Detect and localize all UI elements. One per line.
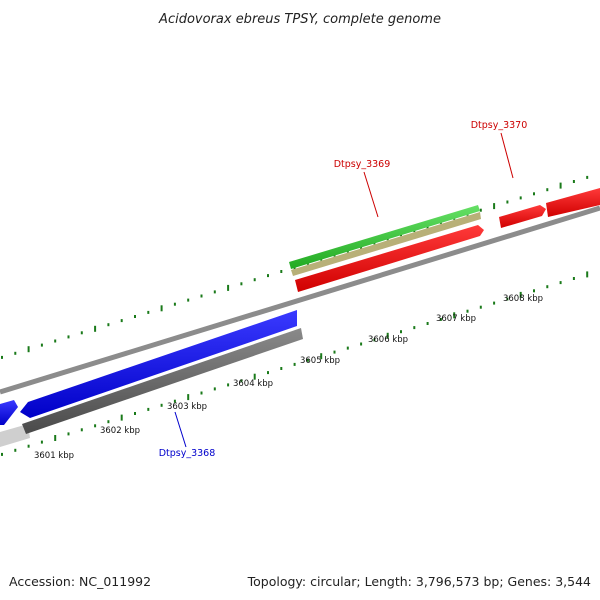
leader-dtpsy-3370 bbox=[500, 132, 514, 179]
leader-dtpsy-3368 bbox=[174, 411, 187, 448]
cds-feature-red-right bbox=[546, 188, 600, 217]
ruler-label-3604: 3604 kbp bbox=[233, 379, 273, 389]
ruler-label-3606: 3606 kbp bbox=[368, 335, 408, 345]
map-title: Acidovorax ebreus TPSY, complete genome bbox=[158, 12, 441, 27]
cds-feature-blue-dtpsy-3368 bbox=[20, 310, 297, 418]
ruler-label-3602: 3602 kbp bbox=[100, 426, 140, 436]
leader-dtpsy-3369 bbox=[363, 171, 379, 218]
gene-label-dtpsy-3369: Dtpsy_3369 bbox=[334, 159, 391, 170]
gene-label-dtpsy-3368: Dtpsy_3368 bbox=[159, 448, 216, 459]
ruler-label-3608: 3608 kbp bbox=[503, 294, 543, 304]
cds-feature-red-dtpsy-3369 bbox=[295, 225, 484, 292]
ruler-label-3607: 3607 kbp bbox=[436, 314, 476, 324]
gene-label-dtpsy-3370: Dtpsy_3370 bbox=[471, 120, 528, 131]
genome-backbone bbox=[0, 205, 600, 395]
cds-feature-red-dtpsy-3370 bbox=[499, 205, 546, 228]
cds-feature-blue-left bbox=[0, 400, 18, 425]
genome-summary-text: Topology: circular; Length: 3,796,573 bp… bbox=[247, 574, 591, 589]
feature-gray-dark bbox=[22, 328, 303, 434]
accession-text: Accession: NC_011992 bbox=[9, 574, 151, 589]
ruler-label-3601: 3601 kbp bbox=[34, 451, 74, 461]
cds-feature-green bbox=[289, 205, 480, 269]
ruler-label-3603: 3603 kbp bbox=[167, 402, 207, 412]
feature-tan bbox=[291, 212, 481, 276]
feature-gray-light bbox=[0, 424, 30, 447]
ruler-label-3605: 3605 kbp bbox=[300, 356, 340, 366]
